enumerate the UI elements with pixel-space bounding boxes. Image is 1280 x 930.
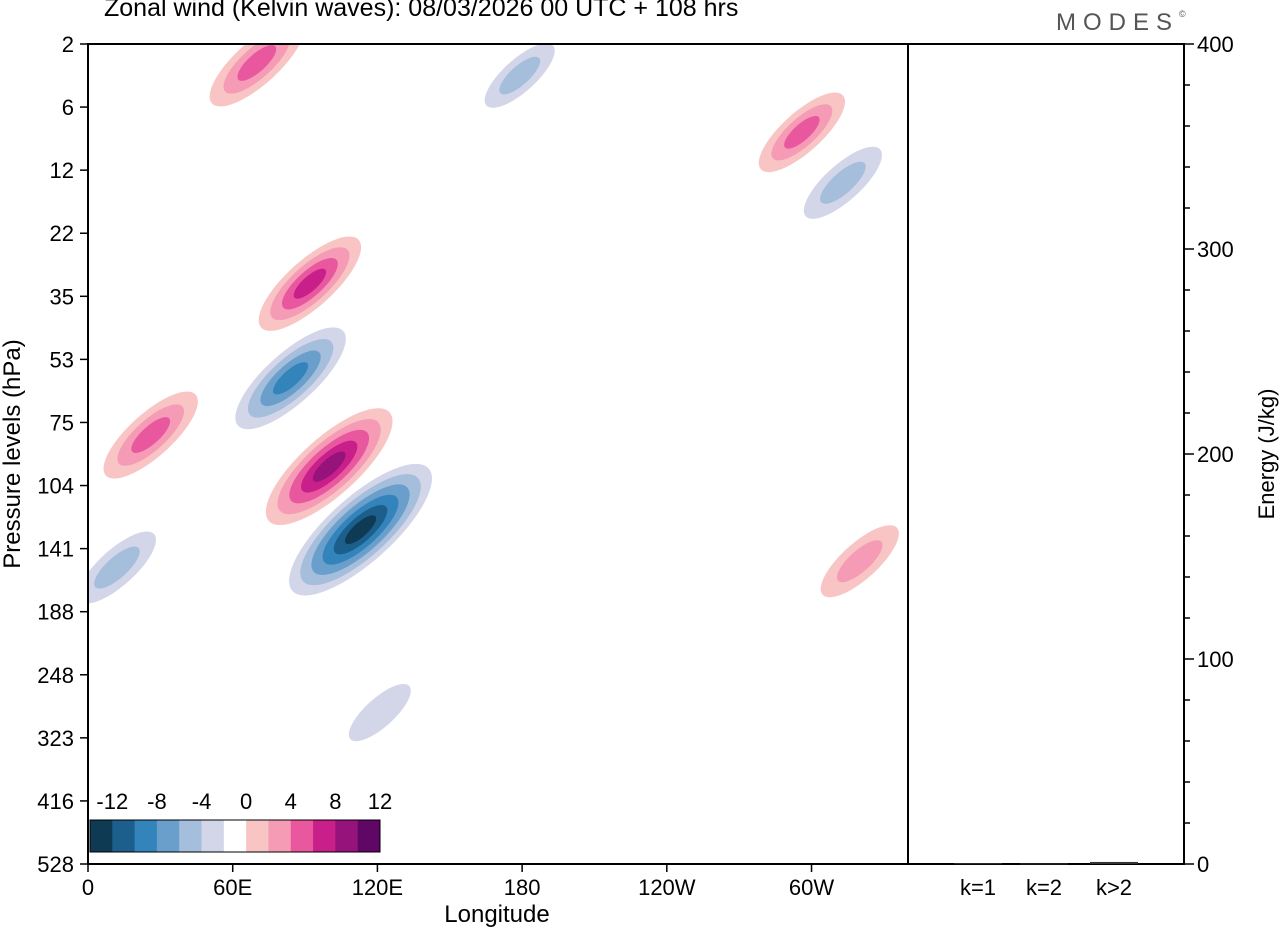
y-tick-label: 12 [50, 158, 74, 183]
wind-anomaly-negative [235, 327, 346, 430]
wind-anomaly-negative [484, 44, 555, 108]
colorbar-label: 8 [329, 789, 341, 814]
y-axis-label: Pressure levels (hPa) [0, 339, 26, 568]
y-tick-label: 75 [50, 410, 74, 435]
x-axis: 0 60E 120E 180 120W 60W [82, 864, 834, 900]
colorbar-label: 0 [240, 789, 252, 814]
contour-level [131, 417, 171, 453]
wind-anomaly-negative [88, 531, 157, 604]
energy-bar [954, 863, 1002, 865]
colorbar-swatch [335, 820, 359, 852]
y-tick-label: 35 [50, 284, 74, 309]
colorbar-swatch [90, 820, 113, 852]
energy-axis: 0 100 200 300 400 [1184, 32, 1234, 877]
colorbar-swatch [223, 820, 247, 852]
colorbar-swatch [313, 820, 336, 852]
colorbar-swatch [246, 820, 269, 852]
energy-tick-label: 400 [1197, 32, 1234, 57]
brand-text: MODES [1056, 9, 1180, 36]
colorbar-swatch [201, 820, 225, 852]
x-tick-label: 120E [352, 875, 403, 900]
colorbar-swatch [112, 820, 136, 852]
energy-tick-label: 100 [1197, 647, 1234, 672]
x-tick-label: 180 [504, 875, 541, 900]
contour-level [348, 684, 411, 742]
x-tick-label: 0 [82, 875, 94, 900]
y-tick-label: 248 [37, 663, 74, 688]
wind-anomaly-negative [348, 684, 411, 742]
contour-level [94, 546, 140, 589]
colorbar-swatch [268, 820, 292, 852]
energy-bar [1090, 861, 1138, 864]
wind-anomaly-positive [820, 525, 899, 598]
colorbar-label: -8 [147, 789, 167, 814]
energy-bar [1020, 863, 1068, 865]
wind-anomaly-positive [265, 408, 393, 526]
wind-anomaly-positive [209, 44, 304, 107]
colorbar-label: -4 [192, 789, 212, 814]
wind-anomaly-negative [289, 463, 432, 596]
energy-axis-label: Energy (J/kg) [1254, 389, 1279, 520]
y-tick-label: 2 [62, 32, 74, 57]
colorbar-swatch [179, 820, 203, 852]
y-tick-label: 188 [37, 600, 74, 625]
contour-level [836, 540, 883, 583]
contour-level [820, 161, 866, 204]
modes-logo: MODES© [1056, 9, 1186, 37]
y-tick-label: 6 [62, 95, 74, 120]
energy-panel-frame [907, 43, 1185, 865]
wind-anomaly-positive [103, 391, 198, 479]
colorbar-swatch [290, 820, 314, 852]
colorbar-label: -12 [96, 789, 128, 814]
colorbar-swatch [156, 820, 180, 852]
x-tick-label: 60W [789, 875, 834, 900]
x-tick-label: 120W [638, 875, 696, 900]
energy-category-label: k=1 [960, 875, 996, 900]
y-axis: 2 6 12 22 35 53 75 104 141 188 248 323 416 528 [37, 32, 88, 877]
wind-anomaly-negative [803, 146, 882, 219]
chart-title: Zonal wind (Kelvin waves): 08/03/2026 00… [104, 0, 739, 22]
contour-level [293, 268, 327, 299]
contour-level [273, 362, 309, 395]
colorbar-swatch [134, 820, 158, 852]
wind-anomaly-positive [758, 92, 845, 173]
x-tick-label: 60E [213, 875, 252, 900]
colorbar-border [89, 819, 381, 853]
brand-mark: © [1179, 9, 1186, 19]
energy-tick-label: 300 [1197, 237, 1234, 262]
energy-tick-label: 0 [1197, 852, 1209, 877]
y-tick-label: 53 [50, 347, 74, 372]
energy-category-label: k>2 [1096, 875, 1132, 900]
contour-level [237, 45, 277, 81]
wind-anomaly-positive [258, 236, 362, 331]
energy-bars: k=1 k=2 k>2 [954, 861, 1138, 900]
x-axis-label: Longitude [444, 901, 549, 928]
y-tick-label: 528 [37, 852, 74, 877]
energy-category-label: k=2 [1026, 875, 1062, 900]
colorbar-swatch [357, 820, 381, 852]
y-tick-label: 104 [37, 474, 74, 499]
colorbar-label: 12 [368, 789, 392, 814]
colorbar-label: 4 [285, 789, 297, 814]
colorbar: -12 -8 -4 0 4 8 12 [89, 789, 392, 853]
y-tick-label: 416 [37, 789, 74, 814]
contour-field [88, 44, 899, 742]
contour-level [784, 115, 820, 149]
y-tick-label: 22 [50, 221, 74, 246]
energy-tick-label: 200 [1197, 442, 1234, 467]
y-tick-label: 323 [37, 726, 74, 751]
contour-level [344, 515, 377, 545]
contour-level [312, 451, 346, 482]
y-tick-label: 141 [37, 537, 74, 562]
contour-level [499, 56, 541, 95]
